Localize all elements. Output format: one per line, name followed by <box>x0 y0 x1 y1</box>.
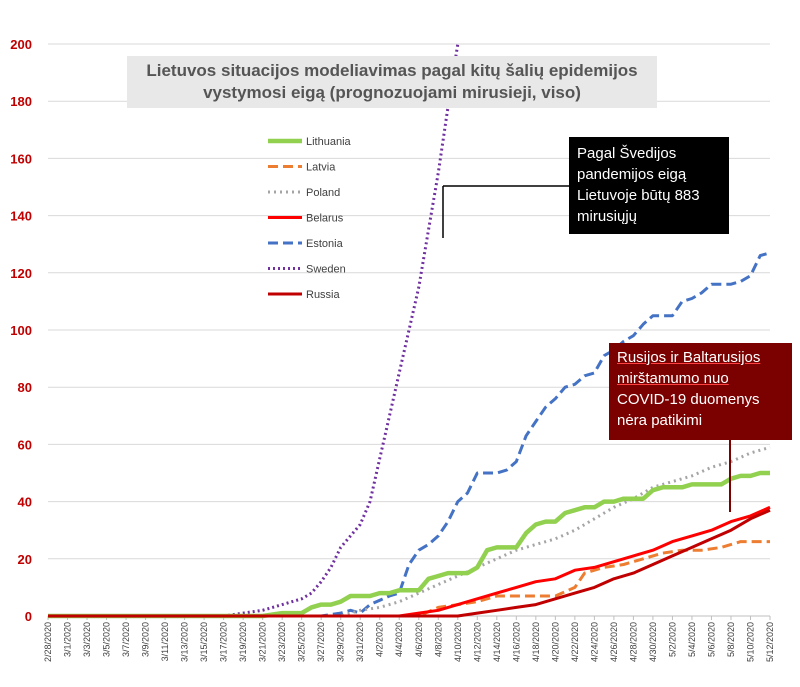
x-tick-label: 5/4/2020 <box>687 622 697 657</box>
x-tick-label: 4/16/2020 <box>511 622 521 662</box>
legend-label-lithuania: Lithuania <box>306 136 352 148</box>
x-tick-label: 4/2/2020 <box>375 622 385 657</box>
chart-title: Lietuvos situacijos modeliavimas pagal k… <box>127 56 657 108</box>
russia-callout-line-2: mirštamumo nuo <box>617 370 729 387</box>
y-axis-ticks: 0 20 40 60 80 100 120 140 160 180 200 <box>10 37 32 624</box>
x-tick-label: 4/12/2020 <box>472 622 482 662</box>
x-tick-label: 5/6/2020 <box>706 622 716 657</box>
x-axis-ticks: 2/28/2020 3/1/2020 3/3/2020 3/5/2020 3/7/202… <box>43 616 775 662</box>
x-tick-label: 4/24/2020 <box>589 622 599 662</box>
x-tick-label: 4/6/2020 <box>414 622 424 657</box>
y-tick-label: 40 <box>18 495 32 510</box>
x-tick-label: 3/7/2020 <box>121 622 131 657</box>
series-lines <box>48 43 771 619</box>
legend: Lithuania Latvia Poland Belarus Estonia Swede… <box>268 136 352 301</box>
y-tick-label: 80 <box>18 380 32 395</box>
x-tick-label: 3/27/2020 <box>316 622 326 662</box>
x-tick-label: 3/25/2020 <box>297 622 307 662</box>
x-tick-label: 4/28/2020 <box>628 622 638 662</box>
x-tick-label: 3/5/2020 <box>102 622 112 657</box>
series-line-lithuania <box>48 470 770 619</box>
russia-callout-line-3: COVID-19 duomenys <box>617 391 760 408</box>
series-line-russia <box>48 508 771 618</box>
x-tick-label: 3/21/2020 <box>258 622 268 662</box>
x-tick-label: 3/15/2020 <box>199 622 209 662</box>
sweden-callout-line-4: mirusiųjų <box>577 208 638 225</box>
x-tick-label: 3/19/2020 <box>238 622 248 662</box>
gridlines <box>48 43 770 617</box>
x-tick-label: 3/29/2020 <box>336 622 346 662</box>
x-tick-label: 3/1/2020 <box>63 622 73 657</box>
x-tick-label: 4/20/2020 <box>550 622 560 662</box>
sweden-callout: Pagal Švedijos pandemijos eigą Lietuvoje… <box>569 137 729 234</box>
series-line-latvia <box>48 540 770 618</box>
y-tick-label: 200 <box>10 37 32 52</box>
x-tick-label: 3/17/2020 <box>219 622 229 662</box>
x-tick-label: 3/13/2020 <box>180 622 190 662</box>
y-tick-label: 140 <box>10 209 32 224</box>
legend-label-belarus: Belarus <box>306 213 344 225</box>
x-tick-label: 3/31/2020 <box>355 622 365 662</box>
russia-callout: Rusijos ir Baltarusijos mirštamumo nuo C… <box>609 343 792 440</box>
y-tick-label: 0 <box>25 609 32 624</box>
russia-callout-line-1: Rusijos ir Baltarusijos <box>617 349 761 366</box>
x-tick-label: 4/14/2020 <box>492 622 502 662</box>
y-tick-label: 180 <box>10 94 32 109</box>
y-tick-label: 100 <box>10 323 32 338</box>
x-tick-label: 4/10/2020 <box>453 622 463 662</box>
x-tick-label: 2/28/2020 <box>43 622 53 662</box>
legend-label-sweden: Sweden <box>306 264 346 276</box>
series-line-estonia <box>48 251 771 618</box>
x-tick-label: 4/4/2020 <box>394 622 404 657</box>
legend-label-estonia: Estonia <box>306 238 344 250</box>
legend-label-latvia: Latvia <box>306 162 336 174</box>
sweden-callout-line-3: Lietuvoje būtų 883 <box>577 187 700 204</box>
x-tick-label: 5/10/2020 <box>745 622 755 662</box>
sweden-callout-line-2: pandemijos eigą <box>577 166 687 183</box>
x-tick-label: 4/22/2020 <box>570 622 580 662</box>
legend-label-russia: Russia <box>306 289 341 301</box>
x-tick-label: 3/11/2020 <box>160 622 170 661</box>
callout-pointers <box>442 185 731 512</box>
y-tick-label: 120 <box>10 266 32 281</box>
x-tick-label: 5/12/2020 <box>765 622 775 662</box>
x-tick-label: 4/8/2020 <box>433 622 443 657</box>
legend-label-poland: Poland <box>306 187 340 199</box>
sweden-callout-line-1: Pagal Švedijos <box>577 145 677 162</box>
x-tick-label: 4/30/2020 <box>648 622 658 662</box>
y-tick-label: 160 <box>10 151 32 166</box>
x-tick-label: 3/23/2020 <box>277 622 287 662</box>
y-tick-label: 20 <box>18 552 32 567</box>
x-tick-label: 5/8/2020 <box>726 622 736 657</box>
series-line-poland <box>48 445 771 618</box>
x-tick-label: 4/18/2020 <box>531 622 541 662</box>
russia-callout-line-4: nėra patikimi <box>617 412 703 429</box>
series-line-sweden <box>48 43 460 618</box>
series-line-belarus <box>48 505 771 618</box>
x-tick-label: 3/9/2020 <box>141 622 151 657</box>
x-tick-label: 5/2/2020 <box>667 622 677 657</box>
x-tick-label: 3/3/2020 <box>82 622 92 657</box>
x-tick-label: 4/26/2020 <box>609 622 619 662</box>
y-tick-label: 60 <box>18 437 32 452</box>
